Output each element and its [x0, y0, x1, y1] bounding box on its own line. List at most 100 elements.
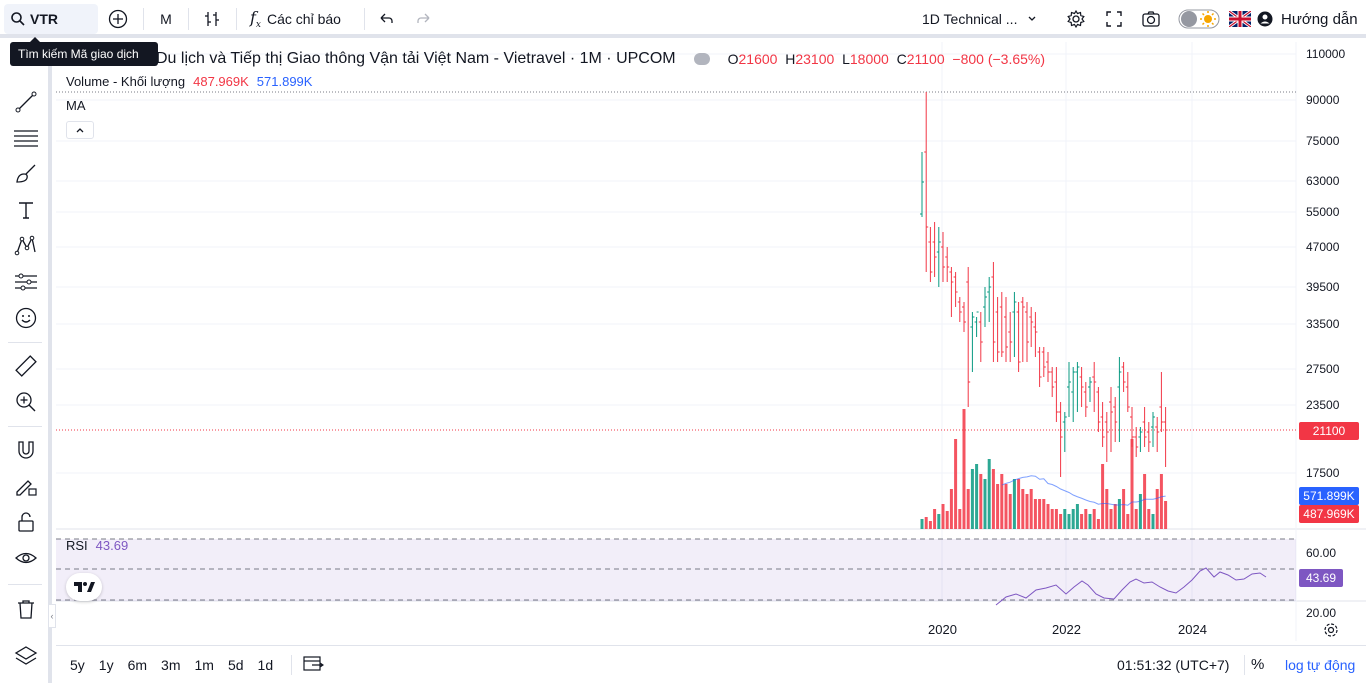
rsi-label: RSI — [66, 538, 88, 553]
symbol-search-button[interactable]: VTR — [4, 4, 98, 34]
ohlc-bar — [1016, 302, 1021, 372]
zoom-in-icon — [16, 392, 36, 412]
object-tree-tool[interactable] — [12, 642, 40, 670]
theme-toggle[interactable] — [1178, 0, 1220, 38]
search-icon — [11, 12, 25, 26]
volume-bar — [1059, 514, 1063, 529]
price-tick: 27500 — [1306, 362, 1340, 376]
chart-type-button[interactable] — [196, 0, 228, 38]
range-button-1m[interactable]: 1m — [194, 656, 214, 673]
emoji-tool[interactable] — [12, 304, 40, 332]
ohlc-bar — [1012, 292, 1017, 357]
ohlc-bar — [1109, 387, 1113, 452]
volume-bar — [941, 504, 945, 529]
volume-bar — [1021, 489, 1025, 529]
layout-menu-button[interactable]: 1D Technical ... — [922, 0, 1037, 38]
tradingview-logo[interactable] — [66, 573, 102, 601]
fib-tool[interactable] — [12, 124, 40, 152]
volume-bar — [933, 509, 937, 529]
range-button-3m[interactable]: 3m — [161, 656, 181, 673]
rsi-band — [56, 539, 1296, 601]
ohlc-bar — [1125, 372, 1130, 412]
brush-tool[interactable] — [12, 160, 40, 188]
ohlc-bar — [1104, 412, 1109, 462]
volume-bar — [949, 489, 953, 529]
gear-icon — [1067, 9, 1085, 29]
indicators-button[interactable]: fx Các chỉ báo — [250, 0, 341, 38]
chevron-up-icon — [76, 128, 84, 133]
ohlc-bar — [991, 262, 996, 362]
chart-canvas[interactable] — [56, 42, 1366, 641]
goto-date-button[interactable] — [302, 654, 325, 675]
rsi-legend[interactable]: RSI 43.69 — [66, 538, 128, 553]
range-buttons: 5y 1y 6m 3m 1m 5d 1d — [56, 657, 273, 673]
lock-draw-tool[interactable] — [12, 472, 40, 500]
volume-bar — [1126, 514, 1130, 529]
range-button-1d[interactable]: 1d — [257, 656, 274, 673]
snapshot-button[interactable] — [1135, 0, 1167, 38]
volume-bar — [1050, 509, 1054, 529]
ohlc-bar — [1121, 362, 1126, 392]
pattern-tool[interactable] — [12, 232, 40, 260]
axis-settings-button[interactable] — [1323, 622, 1339, 641]
price-tick: 47000 — [1306, 240, 1340, 254]
volume-bar — [1092, 509, 1096, 529]
trend-line-tool[interactable] — [12, 88, 40, 116]
zoom-in-tool[interactable] — [12, 388, 40, 416]
ohlc-bar — [1134, 427, 1139, 457]
undo-button[interactable] — [370, 0, 402, 38]
chart-area[interactable]: Du lịch và Tiếp thị Giao thông Vận tải V… — [48, 42, 1366, 641]
volume-bar — [1038, 499, 1042, 529]
horizontal-lines-icon — [14, 130, 38, 147]
interval-button[interactable]: M — [160, 11, 172, 27]
text-tool[interactable] — [12, 196, 40, 224]
separator — [8, 426, 42, 427]
volume-bar — [1029, 489, 1033, 529]
volume-bar — [1101, 464, 1105, 529]
volume-value: 487.969K — [193, 74, 249, 89]
volume-bar — [1143, 474, 1147, 529]
delete-tool[interactable] — [12, 595, 40, 623]
ohlc-bar — [1117, 357, 1122, 442]
percent-toggle[interactable]: % — [1251, 656, 1265, 673]
price-tick: 55000 — [1306, 205, 1340, 219]
volume-axis-label: 487.969K — [1299, 505, 1359, 523]
symbol-search-tooltip: Tìm kiếm Mã giao dịch — [10, 37, 158, 66]
magnet-tool[interactable] — [12, 436, 40, 464]
volume-legend[interactable]: Volume - Khối lượng 487.969K 571.899K — [66, 74, 312, 89]
ma-legend[interactable]: MA — [66, 98, 86, 113]
main-legend: Du lịch và Tiếp thị Giao thông Vận tải V… — [156, 50, 1045, 68]
bar-chart-type-icon — [205, 12, 219, 26]
guide-button[interactable]: Hướng dẫn — [1257, 0, 1358, 38]
auto-toggle[interactable]: tự động — [1307, 656, 1356, 673]
ohlc-bar — [924, 92, 929, 272]
range-button-6m[interactable]: 6m — [127, 656, 148, 673]
redo-button[interactable] — [408, 0, 440, 38]
clock[interactable]: 01:51:32 (UTC+7) — [1117, 656, 1230, 673]
smiley-icon — [15, 307, 37, 329]
collapse-legend-button[interactable] — [66, 121, 94, 139]
language-button[interactable] — [1229, 0, 1251, 38]
ruler-tool[interactable] — [12, 352, 40, 380]
range-button-5y[interactable]: 5y — [70, 656, 85, 673]
ohlc-bar — [1079, 367, 1084, 407]
fullscreen-button[interactable] — [1098, 0, 1130, 38]
range-button-1y[interactable]: 1y — [98, 656, 114, 673]
separator — [236, 8, 237, 30]
ohlc-bar — [1092, 362, 1097, 412]
range-button-5d[interactable]: 5d — [227, 656, 244, 673]
volume-bar — [991, 469, 995, 529]
settings-button[interactable] — [1060, 0, 1092, 38]
open-value: 21600 — [738, 51, 778, 67]
log-toggle[interactable]: log — [1285, 656, 1304, 673]
symbol-title[interactable]: Du lịch và Tiếp thị Giao thông Vận tải V… — [156, 50, 676, 67]
camera-icon — [1142, 11, 1160, 27]
compare-symbol-button[interactable] — [102, 0, 134, 38]
rsi-tick: 20.00 — [1306, 606, 1337, 620]
hide-tool[interactable] — [12, 544, 40, 572]
ohlc-bar — [920, 152, 924, 217]
prediction-tool[interactable] — [12, 268, 40, 296]
collapse-toolbar-button[interactable]: ‹ — [48, 604, 56, 628]
fx-icon: fx — [250, 7, 261, 31]
lock-all-tool[interactable] — [12, 508, 40, 536]
